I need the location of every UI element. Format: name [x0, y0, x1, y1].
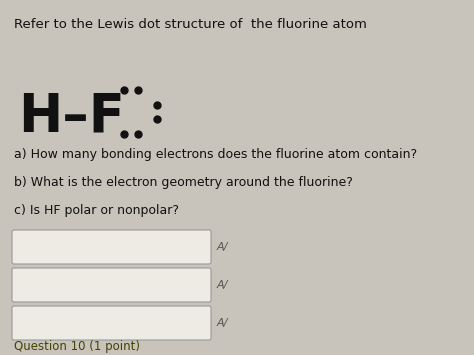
- Text: H–F: H–F: [18, 90, 125, 142]
- Text: A/: A/: [217, 242, 228, 252]
- Text: a) How many bonding electrons does the fluorine atom contain?: a) How many bonding electrons does the f…: [14, 148, 417, 161]
- Text: Refer to the Lewis dot structure of  the fluorine atom: Refer to the Lewis dot structure of the …: [14, 18, 367, 31]
- Text: b) What is the electron geometry around the fluorine?: b) What is the electron geometry around …: [14, 176, 353, 189]
- FancyBboxPatch shape: [12, 268, 211, 302]
- FancyBboxPatch shape: [12, 306, 211, 340]
- Text: Question 10 (1 point): Question 10 (1 point): [14, 340, 140, 353]
- FancyBboxPatch shape: [12, 230, 211, 264]
- Text: A/: A/: [217, 318, 228, 328]
- Text: A/: A/: [217, 280, 228, 290]
- Text: c) Is HF polar or nonpolar?: c) Is HF polar or nonpolar?: [14, 204, 179, 217]
